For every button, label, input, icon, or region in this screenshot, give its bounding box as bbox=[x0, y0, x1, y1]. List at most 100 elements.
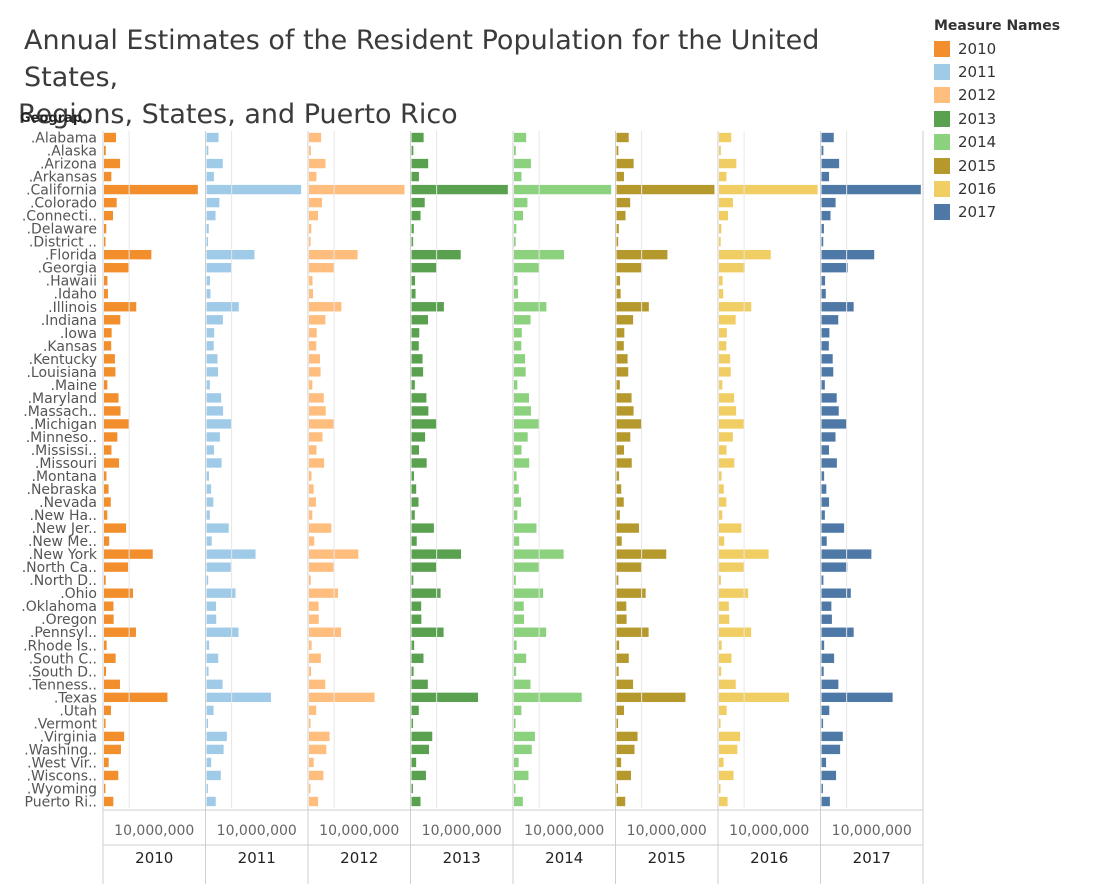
bar[interactable] bbox=[719, 354, 731, 364]
bar[interactable] bbox=[309, 132, 322, 143]
bar[interactable] bbox=[309, 666, 312, 676]
bar[interactable] bbox=[514, 523, 537, 533]
bar[interactable] bbox=[616, 471, 620, 481]
row-label[interactable]: .Arkansas bbox=[29, 170, 97, 186]
bar[interactable] bbox=[616, 705, 625, 716]
bar[interactable] bbox=[411, 588, 441, 598]
bar[interactable] bbox=[206, 328, 215, 338]
bar[interactable] bbox=[309, 341, 317, 351]
bar[interactable] bbox=[411, 354, 423, 364]
bar[interactable] bbox=[104, 315, 121, 325]
bar[interactable] bbox=[821, 184, 921, 195]
row-label[interactable]: .Indiana bbox=[41, 313, 97, 329]
row-label[interactable]: .Georgia bbox=[38, 261, 97, 277]
bar[interactable] bbox=[104, 367, 116, 377]
bar[interactable] bbox=[719, 614, 730, 624]
bar[interactable] bbox=[309, 536, 315, 546]
bar[interactable] bbox=[411, 562, 437, 572]
bar[interactable] bbox=[719, 783, 721, 794]
bar[interactable] bbox=[719, 419, 744, 429]
bar[interactable] bbox=[309, 744, 327, 755]
bar[interactable] bbox=[309, 679, 326, 690]
bar[interactable] bbox=[616, 354, 628, 364]
bar[interactable] bbox=[411, 666, 414, 676]
row-header[interactable]: Geograp.. bbox=[20, 111, 93, 126]
bar[interactable] bbox=[821, 796, 830, 807]
row-label[interactable]: .North D.. bbox=[29, 573, 97, 589]
bar[interactable] bbox=[821, 614, 832, 624]
bar[interactable] bbox=[719, 640, 722, 650]
bar[interactable] bbox=[616, 692, 686, 703]
bar[interactable] bbox=[104, 210, 113, 221]
bar[interactable] bbox=[206, 796, 216, 807]
bar[interactable] bbox=[514, 601, 524, 611]
bar[interactable] bbox=[616, 236, 619, 247]
bar[interactable] bbox=[411, 783, 413, 794]
bar[interactable] bbox=[821, 666, 824, 676]
bar[interactable] bbox=[616, 197, 631, 208]
bar[interactable] bbox=[514, 289, 519, 299]
bar[interactable] bbox=[719, 406, 737, 416]
row-label[interactable]: .Wiscons.. bbox=[27, 768, 98, 784]
bar[interactable] bbox=[411, 575, 414, 585]
row-label[interactable]: .Florida bbox=[45, 248, 97, 264]
bar[interactable] bbox=[821, 705, 830, 716]
bar[interactable] bbox=[104, 289, 108, 299]
legend-item-2016[interactable]: 2016 bbox=[934, 177, 1060, 200]
row-label[interactable]: .Kansas bbox=[43, 339, 97, 355]
bar[interactable] bbox=[104, 419, 129, 429]
bar[interactable] bbox=[514, 497, 522, 507]
bar[interactable] bbox=[514, 471, 517, 481]
row-label[interactable]: .Nevada bbox=[39, 495, 97, 511]
row-label[interactable]: .South C.. bbox=[29, 651, 97, 667]
bar[interactable] bbox=[616, 171, 624, 182]
bar[interactable] bbox=[309, 302, 342, 312]
bar[interactable] bbox=[719, 562, 745, 572]
bar[interactable] bbox=[206, 679, 223, 690]
bar[interactable] bbox=[206, 666, 209, 676]
bar[interactable] bbox=[309, 770, 324, 781]
bar[interactable] bbox=[104, 770, 119, 781]
bar[interactable] bbox=[514, 132, 527, 143]
bar[interactable] bbox=[616, 640, 620, 650]
bar[interactable] bbox=[514, 276, 518, 286]
row-label[interactable]: .Arizona bbox=[40, 157, 97, 173]
bar[interactable] bbox=[206, 302, 239, 312]
bar[interactable] bbox=[616, 184, 715, 195]
bar[interactable] bbox=[104, 757, 109, 768]
row-label[interactable]: .California bbox=[26, 183, 97, 199]
bar[interactable] bbox=[821, 406, 839, 416]
bar[interactable] bbox=[821, 783, 823, 794]
bar[interactable] bbox=[616, 497, 624, 507]
row-label[interactable]: Puerto Ri.. bbox=[25, 794, 97, 810]
bar[interactable] bbox=[616, 406, 634, 416]
bar[interactable] bbox=[821, 249, 875, 260]
legend-item-2012[interactable]: 2012 bbox=[934, 84, 1060, 107]
bar[interactable] bbox=[104, 588, 133, 598]
bar[interactable] bbox=[719, 393, 735, 403]
bar[interactable] bbox=[309, 432, 323, 442]
bar[interactable] bbox=[616, 744, 635, 755]
bar[interactable] bbox=[719, 679, 736, 690]
bar[interactable] bbox=[309, 627, 342, 637]
bar[interactable] bbox=[206, 276, 210, 286]
row-label[interactable]: .Ohio bbox=[60, 586, 97, 602]
bar[interactable] bbox=[719, 432, 733, 442]
bar[interactable] bbox=[411, 328, 420, 338]
bar[interactable] bbox=[616, 419, 642, 429]
bar[interactable] bbox=[514, 145, 516, 156]
bar[interactable] bbox=[206, 158, 223, 169]
bar[interactable] bbox=[309, 575, 311, 585]
bar[interactable] bbox=[411, 158, 429, 169]
bar[interactable] bbox=[206, 627, 239, 637]
bar[interactable] bbox=[206, 367, 218, 377]
row-label[interactable]: .Tenness.. bbox=[28, 677, 97, 693]
bar[interactable] bbox=[514, 562, 539, 572]
bar[interactable] bbox=[411, 770, 426, 781]
row-label[interactable]: .Maryland bbox=[28, 391, 97, 407]
bar[interactable] bbox=[411, 302, 444, 312]
bar[interactable] bbox=[411, 510, 415, 520]
row-label[interactable]: .Maine bbox=[51, 378, 97, 394]
bar[interactable] bbox=[821, 575, 824, 585]
bar[interactable] bbox=[206, 315, 223, 325]
